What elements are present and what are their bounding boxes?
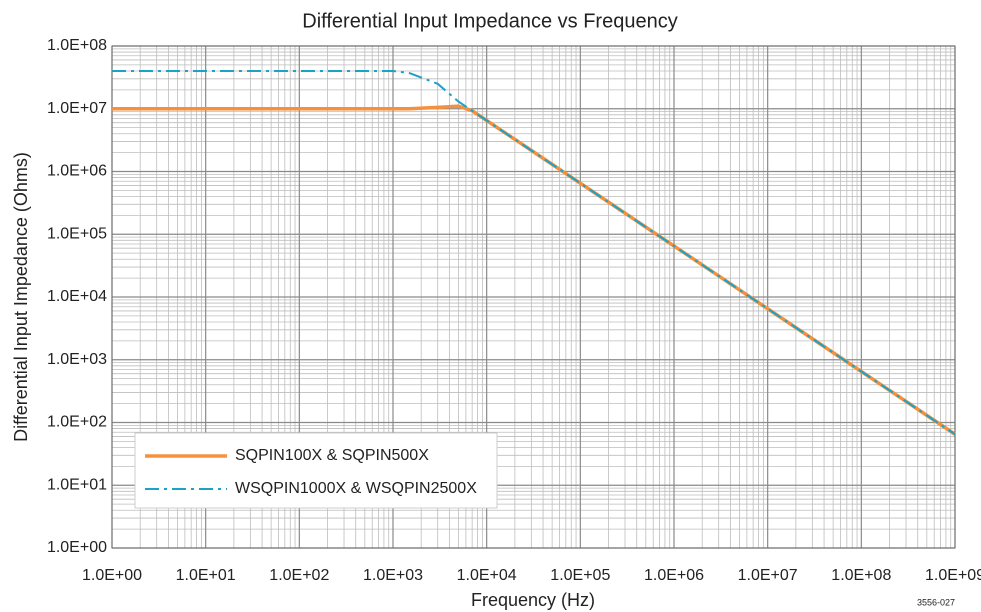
x-tick-label: 1.0E+08 [831, 567, 891, 584]
legend-label: WSQPIN1000X & WSQPIN2500X [235, 480, 477, 497]
x-tick-label: 1.0E+06 [644, 567, 704, 584]
y-tick-label: 1.0E+02 [47, 414, 107, 431]
y-tick-label: 1.0E+01 [47, 476, 107, 493]
x-axis-title: Frequency (Hz) [471, 590, 595, 610]
x-tick-label: 1.0E+02 [269, 567, 329, 584]
y-tick-label: 1.0E+06 [47, 163, 107, 180]
legend-box [134, 432, 498, 509]
y-tick-label: 1.0E+08 [47, 37, 107, 54]
legend-label: SQPIN100X & SQPIN500X [235, 447, 429, 464]
y-tick-label: 1.0E+00 [47, 539, 107, 556]
series-line [112, 69, 956, 436]
chart-title: Differential Input Impedance vs Frequenc… [302, 10, 677, 32]
y-axis-title: Differential Input Impedance (Ohms) [11, 152, 31, 442]
x-tick-label: 1.0E+04 [457, 567, 517, 584]
x-tick-label: 1.0E+03 [363, 567, 423, 584]
y-tick-label: 1.0E+07 [47, 100, 107, 117]
x-tick-label: 1.0E+07 [738, 567, 798, 584]
y-tick-label: 1.0E+04 [47, 288, 107, 305]
x-tick-label: 1.0E+00 [82, 567, 142, 584]
plot-border [111, 45, 956, 549]
y-tick-label: 1.0E+05 [47, 225, 107, 242]
x-tick-label: 1.0E+09 [925, 567, 981, 584]
figure-id: 3556-027 [917, 597, 955, 607]
y-tick-label: 1.0E+03 [47, 351, 107, 368]
x-tick-label: 1.0E+05 [550, 567, 610, 584]
x-tick-label: 1.0E+01 [176, 567, 236, 584]
